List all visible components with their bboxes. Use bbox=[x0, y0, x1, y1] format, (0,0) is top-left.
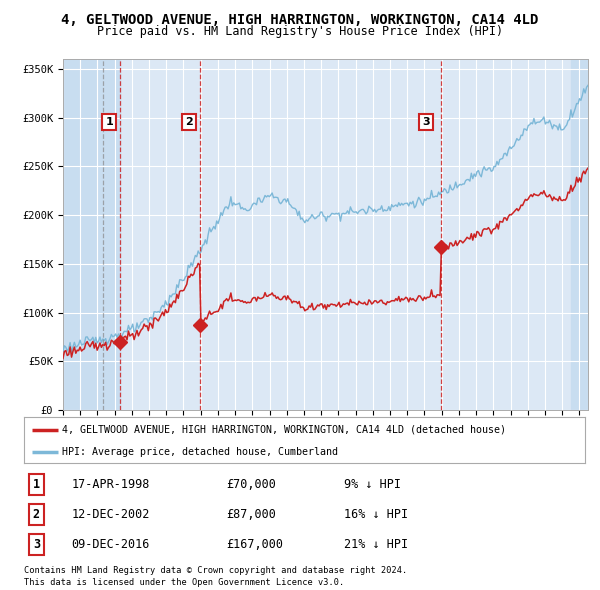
Text: 09-DEC-2016: 09-DEC-2016 bbox=[71, 538, 150, 551]
Text: 21% ↓ HPI: 21% ↓ HPI bbox=[344, 538, 408, 551]
Text: Contains HM Land Registry data © Crown copyright and database right 2024.: Contains HM Land Registry data © Crown c… bbox=[24, 566, 407, 575]
Text: 3: 3 bbox=[422, 117, 430, 127]
Text: HPI: Average price, detached house, Cumberland: HPI: Average price, detached house, Cumb… bbox=[62, 447, 338, 457]
Text: 4, GELTWOOD AVENUE, HIGH HARRINGTON, WORKINGTON, CA14 4LD (detached house): 4, GELTWOOD AVENUE, HIGH HARRINGTON, WOR… bbox=[62, 425, 506, 435]
Bar bbox=[571, 59, 588, 410]
Text: 2: 2 bbox=[33, 508, 40, 521]
Text: £167,000: £167,000 bbox=[226, 538, 283, 551]
Bar bbox=[63, 59, 119, 410]
Text: Price paid vs. HM Land Registry's House Price Index (HPI): Price paid vs. HM Land Registry's House … bbox=[97, 25, 503, 38]
Text: £87,000: £87,000 bbox=[226, 508, 276, 521]
Text: 9% ↓ HPI: 9% ↓ HPI bbox=[344, 478, 401, 491]
Text: 2: 2 bbox=[185, 117, 193, 127]
Text: 17-APR-1998: 17-APR-1998 bbox=[71, 478, 150, 491]
Text: £70,000: £70,000 bbox=[226, 478, 276, 491]
Text: 16% ↓ HPI: 16% ↓ HPI bbox=[344, 508, 408, 521]
Text: 1: 1 bbox=[106, 117, 113, 127]
Text: 1: 1 bbox=[33, 478, 40, 491]
Text: 4, GELTWOOD AVENUE, HIGH HARRINGTON, WORKINGTON, CA14 4LD: 4, GELTWOOD AVENUE, HIGH HARRINGTON, WOR… bbox=[61, 13, 539, 27]
Bar bbox=[571, 59, 588, 410]
Text: 3: 3 bbox=[33, 538, 40, 551]
Text: This data is licensed under the Open Government Licence v3.0.: This data is licensed under the Open Gov… bbox=[24, 578, 344, 587]
Text: 12-DEC-2002: 12-DEC-2002 bbox=[71, 508, 150, 521]
